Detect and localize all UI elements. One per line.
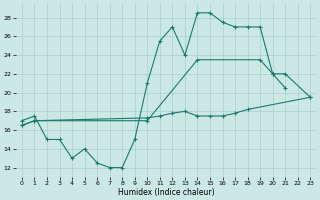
X-axis label: Humidex (Indice chaleur): Humidex (Indice chaleur) <box>118 188 214 197</box>
